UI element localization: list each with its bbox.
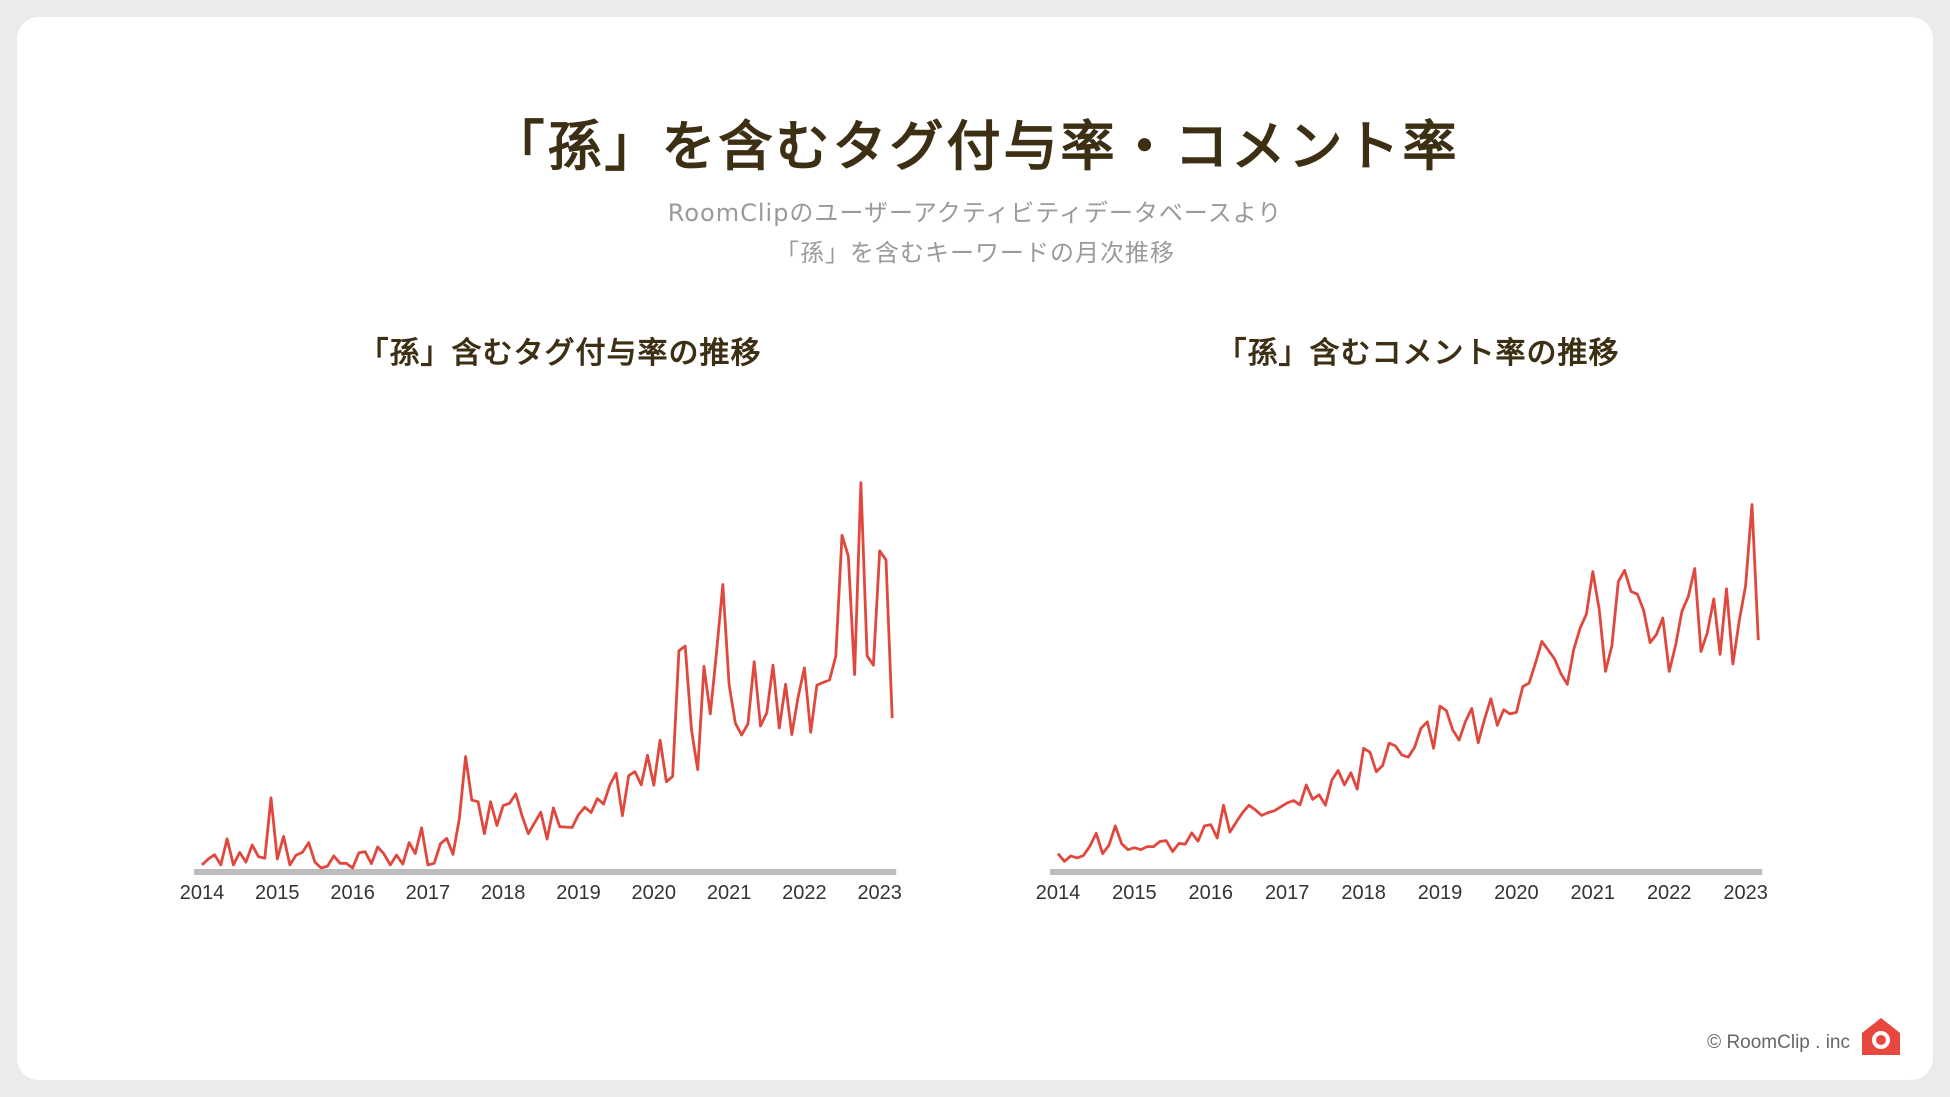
series-line (1056, 503, 1760, 863)
tag-rate-line-chart: 2014 2015 2016 2017 2018 2019 2020 2021 2022 2023 (180, 481, 902, 904)
x-tick-label: 2019 (1418, 882, 1463, 904)
series-line (201, 481, 894, 870)
x-tick-label: 2017 (1265, 882, 1310, 904)
x-tick-label: 2014 (1036, 882, 1081, 904)
x-tick-label: 2021 (1571, 882, 1616, 904)
x-tick-label: 2023 (857, 882, 902, 904)
x-tick-label: 2016 (330, 882, 375, 904)
x-tick-label: 2017 (406, 882, 451, 904)
x-tick-label: 2018 (481, 882, 526, 904)
x-tick-label: 2020 (632, 882, 677, 904)
comment-rate-line-chart: 2014 2015 2016 2017 2018 2019 2020 2021 2022 2023 (1036, 503, 1768, 904)
x-tick-label: 2015 (255, 882, 299, 904)
x-tick-label: 2021 (707, 882, 752, 904)
x-tick-label: 2014 (180, 882, 225, 904)
x-tick-label: 2020 (1494, 882, 1539, 904)
chart-title-tag-rate: 「孫」含むタグ付与率の推移 (358, 336, 762, 371)
house-camera-icon (1862, 1018, 1900, 1055)
subtitle-source: RoomClipのユーザーアクティビティデータベースより (667, 199, 1283, 227)
page-title: 「孫」を含むタグ付与率・コメント率 (490, 115, 1460, 178)
x-tick-label: 2018 (1341, 882, 1386, 904)
x-tick-label: 2019 (556, 882, 601, 904)
x-tick-label: 2022 (782, 882, 827, 904)
copyright-text: © RoomClip . inc (1707, 1032, 1850, 1053)
chart-title-comment-rate: 「孫」含むコメント率の推移 (1216, 336, 1620, 371)
x-tick-label: 2022 (1647, 882, 1692, 904)
x-tick-label: 2016 (1189, 882, 1234, 904)
slide-card (17, 17, 1933, 1080)
subtitle-description: 「孫」を含むキーワードの月次推移 (775, 239, 1175, 267)
x-tick-label: 2023 (1723, 882, 1768, 904)
x-tick-label: 2015 (1112, 882, 1157, 904)
